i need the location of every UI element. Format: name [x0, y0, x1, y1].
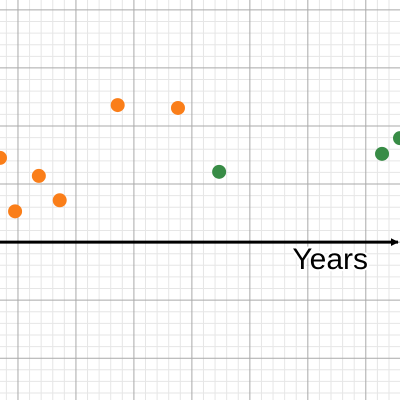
- points: [0, 98, 400, 219]
- point: [170, 100, 185, 115]
- point: [8, 204, 23, 219]
- point: [110, 98, 125, 113]
- point: [393, 131, 400, 146]
- point: [212, 164, 227, 179]
- x-axis-label: Years: [292, 243, 368, 276]
- point: [0, 150, 7, 165]
- point: [31, 168, 46, 183]
- point: [375, 146, 390, 161]
- point: [52, 193, 67, 208]
